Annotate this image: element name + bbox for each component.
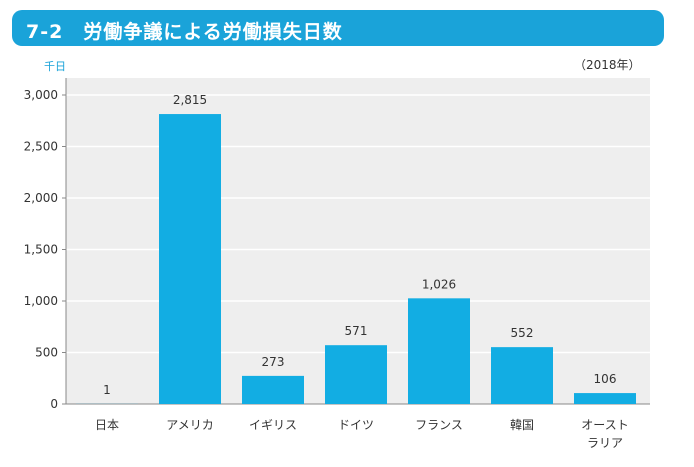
x-category-label: 韓国 xyxy=(510,418,534,432)
x-category-label: アメリカ xyxy=(166,418,213,432)
y-tick-label: 2,000 xyxy=(24,191,58,205)
bar xyxy=(408,298,470,404)
x-category-label: ドイツ xyxy=(338,418,374,432)
x-category-label: ラリア xyxy=(587,436,623,450)
bar-value-label: 273 xyxy=(262,355,285,369)
y-tick-label: 1,500 xyxy=(24,243,58,257)
bar-value-label: 1,026 xyxy=(422,277,456,291)
title-bar xyxy=(12,10,664,46)
x-category-label: 日本 xyxy=(95,418,119,432)
y-tick-label: 0 xyxy=(50,397,58,411)
bar xyxy=(242,375,304,404)
bar xyxy=(325,345,387,404)
y-tick-label: 3,000 xyxy=(24,88,58,102)
bar-value-label: 1 xyxy=(103,383,111,397)
y-tick-label: 2,500 xyxy=(24,140,58,154)
chart-title: 7-2 労働争議による労働損失日数 xyxy=(26,21,343,43)
year-label: （2018年） xyxy=(574,58,641,72)
bar-value-label: 106 xyxy=(594,372,617,386)
bar-value-label: 571 xyxy=(345,324,368,338)
x-category-label: イギリス xyxy=(249,418,297,432)
y-axis-unit-label: 千日 xyxy=(44,60,66,73)
bar xyxy=(491,347,553,404)
y-tick-label: 500 xyxy=(35,346,58,360)
bar-value-label: 552 xyxy=(511,326,534,340)
y-tick-label: 1,000 xyxy=(24,294,58,308)
bar xyxy=(574,393,636,404)
bar-value-label: 2,815 xyxy=(173,93,207,107)
x-category-label: オースト xyxy=(581,418,628,432)
bar xyxy=(159,114,221,405)
x-category-label: フランス xyxy=(415,418,463,432)
